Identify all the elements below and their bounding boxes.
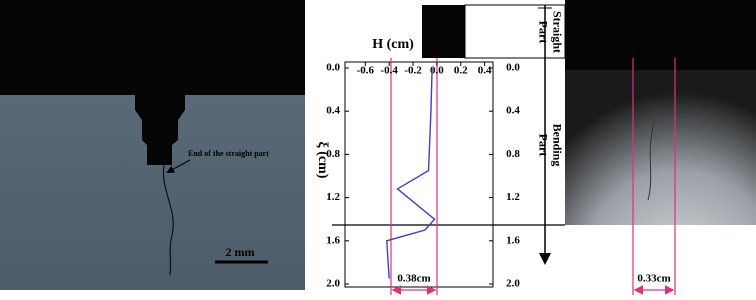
y-tick-label: 0.8 (326, 148, 340, 160)
end-label: End of the straight part (188, 149, 269, 158)
bending-label: Bending (550, 124, 564, 167)
y-tick-label: 0.0 (326, 62, 340, 74)
straight-label: Straight (550, 11, 564, 53)
plot-frame (344, 61, 494, 288)
y-tick-label: 1.6 (326, 234, 340, 246)
y-tick-label: 2.0 (326, 278, 340, 290)
x-tick-label: -0.2 (404, 65, 422, 77)
x-tick-label: -0.4 (380, 65, 398, 77)
left-photo: End of the straight part 2 mm (0, 0, 305, 290)
y2-tick-label: 2.0 (506, 278, 520, 290)
y2-tick-label: 1.6 (506, 234, 520, 246)
y2-tick-label: 1.2 (506, 191, 520, 203)
x-tick-label: 0.4 (478, 65, 492, 77)
y2-tick-label: 0.0 (506, 62, 520, 74)
y2-tick-label: 0.8 (506, 148, 520, 160)
y-axis-label: ξ (cm) (315, 142, 330, 179)
y-tick-label: 1.2 (326, 191, 340, 203)
x-tick-label: 0.2 (454, 65, 468, 77)
right-photo: 0.33cm (565, 0, 756, 295)
width-left: 0.38cm (397, 273, 430, 285)
x-tick-label: 0.0 (430, 65, 444, 77)
x-axis-label: H (cm) (372, 37, 414, 52)
width-right: 0.33cm (637, 273, 670, 285)
straight-label: Part (536, 21, 550, 44)
scale-label: 2 mm (226, 245, 255, 259)
y2-tick-label: 0.4 (506, 105, 520, 117)
bending-label: Part (536, 134, 550, 157)
data-line (386, 67, 436, 279)
y-tick-label: 0.4 (326, 105, 340, 117)
x-tick-label: -0.6 (357, 65, 375, 77)
